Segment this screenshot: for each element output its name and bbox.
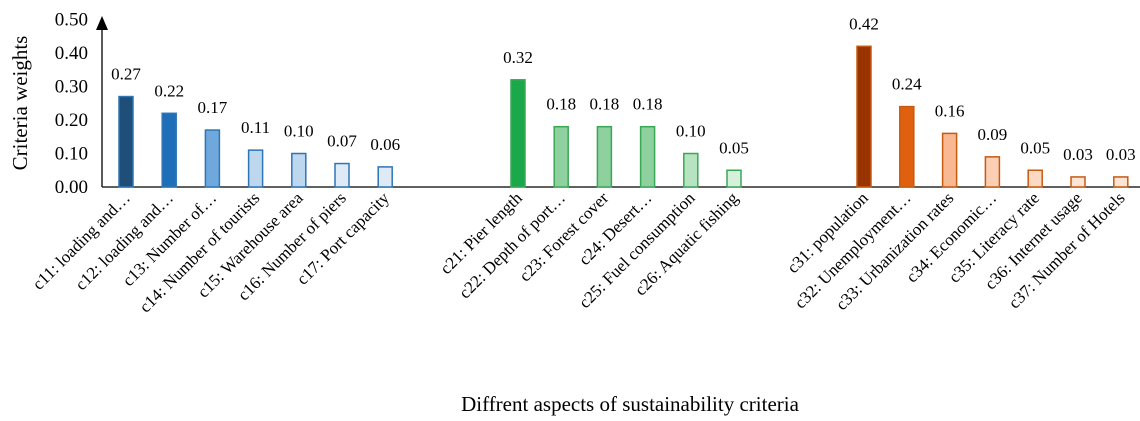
y-axis-arrow	[96, 16, 108, 30]
bar	[1027, 169, 1043, 188]
data-label: 0.07	[327, 132, 357, 151]
bar	[984, 156, 1001, 188]
data-label: 0.05	[719, 138, 749, 157]
data-label: 0.10	[676, 122, 706, 141]
bar	[856, 45, 872, 188]
data-label: 0.17	[198, 98, 228, 117]
y-axis-title: Criteria weights	[8, 36, 32, 171]
data-label: 0.06	[370, 135, 400, 154]
bar	[683, 152, 699, 188]
data-label: 0.27	[111, 65, 141, 84]
data-label: 0.32	[503, 48, 533, 67]
bar	[377, 166, 393, 188]
category-labels: c11: loading and…c12: loading and…c13: N…	[29, 188, 1129, 316]
y-tick-label: 0.20	[55, 110, 88, 131]
y-tick-label: 0.00	[55, 177, 88, 198]
y-tick-label: 0.30	[55, 77, 88, 98]
data-label: 0.18	[633, 95, 663, 114]
y-tick-label: 0.50	[55, 10, 88, 31]
bar	[596, 125, 613, 188]
data-label: 0.16	[935, 101, 965, 120]
data-label: 0.10	[284, 122, 314, 141]
bar	[118, 95, 134, 188]
bar	[941, 132, 958, 188]
y-tick-label: 0.10	[55, 144, 88, 165]
bar	[726, 169, 742, 188]
bar	[161, 112, 177, 188]
bar	[204, 129, 221, 188]
bar	[553, 125, 569, 188]
data-label: 0.24	[892, 75, 922, 94]
bar	[1113, 176, 1129, 188]
data-label: 0.11	[241, 118, 270, 137]
bar	[1070, 176, 1086, 188]
data-label: 0.05	[1020, 138, 1050, 157]
data-label: 0.18	[590, 95, 620, 114]
value-labels: 0.27 0.22 0.17 0.11 0.10 0.07 0.06 0.32 0.18 0.18…	[111, 14, 1136, 164]
bar	[247, 149, 264, 188]
data-label: 0.03	[1063, 145, 1093, 164]
y-axis	[96, 16, 108, 187]
bar	[899, 105, 915, 188]
data-label: 0.03	[1106, 145, 1136, 164]
x-axis-title: Diffrent aspects of sustainability crite…	[461, 392, 800, 416]
bars	[118, 45, 1129, 188]
bar	[510, 79, 526, 188]
data-label: 0.22	[154, 81, 184, 100]
y-tick-label: 0.40	[55, 43, 88, 64]
bar	[291, 152, 307, 188]
data-label: 0.18	[546, 95, 576, 114]
y-tick-labels: 0.00 0.10 0.20 0.30 0.40 0.50	[55, 10, 88, 199]
data-label: 0.42	[849, 14, 879, 33]
bar	[334, 162, 350, 188]
data-label: 0.09	[978, 125, 1008, 144]
bar	[639, 125, 656, 188]
